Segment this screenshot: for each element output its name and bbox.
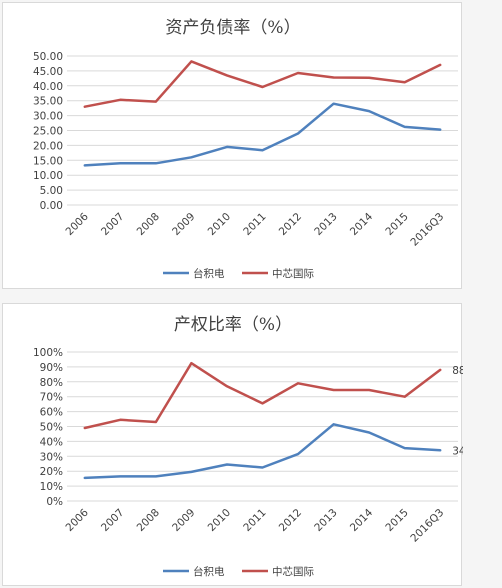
x-tick-label: 2006	[64, 506, 92, 534]
legend-label: 台积电	[193, 267, 225, 280]
debt-ratio-chart: 资产负债率（%） 0.00 5.00 10.00 15.00 20.00 25.00 30.…	[33, 18, 458, 280]
y-tick-label: 0%	[46, 496, 63, 508]
x-tick-label: 2008	[135, 211, 162, 238]
series-line-smic	[83, 361, 442, 430]
debt-ratio-panel: 资产负债率（%） 0.00 5.00 10.00 15.00 20.00 25.00 30.…	[2, 2, 462, 289]
y-tick-label: 70%	[40, 392, 63, 404]
x-tick-label: 2013	[312, 211, 339, 238]
y-tick-label: 40%	[40, 436, 63, 448]
y-tick-label: 80%	[40, 377, 63, 389]
y-tick-label: 15.00	[33, 155, 63, 167]
y-tick-label: 60%	[40, 407, 63, 419]
y-tick-label: 50%	[40, 422, 63, 434]
end-data-label: 88%	[452, 365, 463, 377]
x-tick-label: 2011	[241, 507, 268, 534]
x-tick-label: 2007	[99, 507, 126, 534]
y-tick-label: 5.00	[40, 185, 63, 197]
y-tick-label: 40.00	[33, 81, 63, 93]
y-tick-label: 50.00	[33, 51, 63, 63]
y-tick-label: 100%	[33, 347, 63, 359]
x-tick-label: 2010	[206, 507, 233, 534]
x-tick-label: 2014	[348, 210, 376, 238]
y-tick-label: 20%	[40, 466, 63, 478]
y-tick-label: 35.00	[33, 96, 63, 108]
x-tick-label: 2016Q3	[408, 507, 446, 545]
x-tick-label: 2009	[170, 211, 197, 238]
legend-label: 中芯国际	[272, 565, 314, 578]
y-tick-label: 20.00	[33, 140, 63, 152]
series-line-tsmc	[83, 102, 442, 167]
chart-title: 产权比率（%）	[174, 315, 292, 335]
legend-label: 中芯国际	[272, 267, 314, 280]
y-tick-label: 30.00	[33, 111, 63, 123]
y-tick-label: 90%	[40, 362, 63, 374]
x-tick-label: 2011	[241, 211, 268, 238]
x-tick-label: 2013	[312, 507, 339, 534]
equity-ratio-panel: 产权比率（%） 0% 10% 20% 30% 40% 50% 60% 70% 80% 90% 100…	[2, 303, 463, 586]
x-tick-label: 2010	[206, 211, 233, 238]
end-data-label: 34%	[452, 445, 463, 457]
y-tick-label: 0.00	[40, 200, 63, 212]
equity-ratio-chart: 产权比率（%） 0% 10% 20% 30% 40% 50% 60% 70% 80% 90% 100…	[33, 315, 463, 578]
y-tick-label: 10%	[40, 481, 63, 493]
x-tick-label: 2015	[383, 211, 410, 238]
x-tick-label: 2015	[383, 507, 410, 534]
y-tick-label: 45.00	[33, 66, 63, 78]
x-tick-label: 2009	[170, 507, 197, 534]
legend-label: 台积电	[193, 565, 225, 578]
chart-title: 资产负债率（%）	[165, 18, 300, 38]
y-tick-label: 30%	[40, 451, 63, 463]
x-tick-label: 2008	[135, 507, 162, 534]
series-line-tsmc	[83, 423, 442, 480]
x-tick-label: 2012	[277, 507, 304, 534]
series-line-smic	[83, 60, 442, 108]
x-tick-label: 2007	[99, 211, 126, 238]
x-tick-label: 2012	[277, 211, 304, 238]
y-tick-label: 25.00	[33, 126, 63, 138]
x-tick-label: 2016Q3	[408, 211, 446, 249]
y-tick-label: 10.00	[33, 170, 63, 182]
x-tick-label: 2006	[64, 210, 92, 238]
x-tick-label: 2014	[348, 506, 376, 534]
